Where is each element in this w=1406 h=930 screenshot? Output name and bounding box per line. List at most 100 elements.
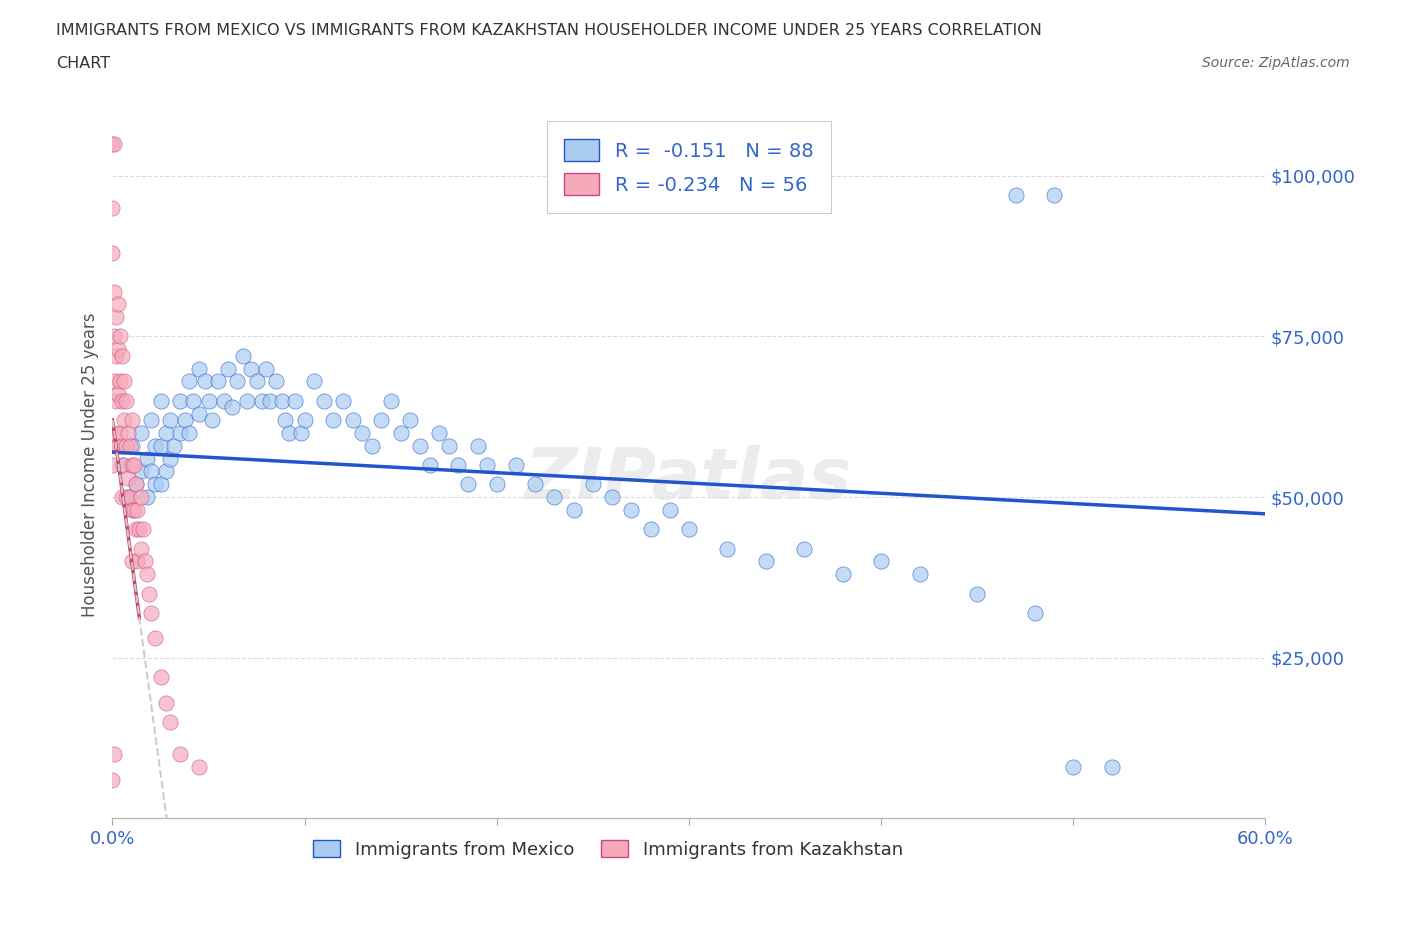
Point (115, 490, 138, 505)
Point (467, 438, 489, 453)
Point (304, 374, 326, 389)
Point (143, 477, 166, 492)
Point (115, 438, 138, 453)
Point (118, 438, 141, 453)
Point (103, 284, 125, 299)
Point (409, 438, 432, 453)
Point (755, 554, 778, 569)
Point (107, 297, 129, 312)
Point (121, 438, 143, 453)
Point (477, 458, 499, 472)
Point (427, 425, 450, 440)
Point (640, 522, 662, 537)
Point (254, 361, 277, 376)
Point (505, 458, 527, 472)
Point (111, 349, 134, 364)
Point (485, 477, 508, 492)
Point (342, 413, 364, 428)
Point (524, 477, 547, 492)
Point (112, 413, 135, 428)
Point (252, 393, 274, 408)
Point (105, 349, 128, 364)
Point (169, 425, 191, 440)
Point (600, 490, 623, 505)
Point (111, 393, 134, 408)
Point (103, 329, 125, 344)
Point (380, 393, 402, 408)
Point (179, 374, 201, 389)
Point (121, 413, 143, 428)
Point (284, 393, 307, 408)
Point (121, 554, 143, 569)
Point (332, 393, 354, 408)
Point (352, 425, 374, 440)
Text: IMMIGRANTS FROM MEXICO VS IMMIGRANTS FROM KAZAKHSTAN HOUSEHOLDER INCOME UNDER 25: IMMIGRANTS FROM MEXICO VS IMMIGRANTS FRO… (56, 23, 1042, 38)
Point (143, 438, 166, 453)
Point (312, 393, 335, 408)
Point (103, 374, 125, 389)
Point (361, 438, 384, 453)
Point (149, 438, 172, 453)
Point (111, 458, 134, 472)
Point (221, 400, 243, 415)
Point (207, 374, 229, 389)
Point (270, 393, 292, 408)
Point (278, 425, 301, 440)
Text: ZIPatlas: ZIPatlas (526, 445, 852, 513)
Point (179, 425, 201, 440)
Point (149, 393, 172, 408)
Point (112, 458, 135, 472)
Point (620, 502, 643, 517)
Point (132, 522, 155, 537)
Point (121, 502, 143, 517)
Point (103, 425, 125, 440)
Point (870, 554, 893, 569)
Point (678, 522, 700, 537)
Y-axis label: Householder Income Under 25 years: Householder Income Under 25 years (80, 312, 98, 618)
Point (236, 393, 259, 408)
Point (105, 310, 128, 325)
Point (232, 349, 254, 364)
Point (112, 374, 135, 389)
Point (274, 413, 297, 428)
Point (107, 342, 129, 357)
Point (139, 413, 162, 428)
Point (124, 477, 146, 492)
Point (117, 490, 139, 505)
Point (155, 425, 177, 440)
Point (457, 477, 479, 492)
Point (111, 490, 134, 505)
Point (169, 747, 191, 762)
Point (169, 393, 191, 408)
Point (134, 554, 156, 569)
Point (246, 374, 269, 389)
Point (264, 374, 287, 389)
Point (101, 246, 124, 260)
Point (159, 413, 181, 428)
Legend: Immigrants from Mexico, Immigrants from Kazakhstan: Immigrants from Mexico, Immigrants from … (307, 833, 910, 866)
Point (138, 586, 160, 601)
Point (101, 458, 124, 472)
Point (155, 464, 177, 479)
Point (399, 413, 422, 428)
Point (543, 490, 565, 505)
Point (139, 464, 162, 479)
Point (128, 522, 150, 537)
Point (136, 451, 159, 466)
Point (108, 425, 131, 440)
Point (105, 393, 128, 408)
Point (1024, 605, 1046, 620)
Point (188, 406, 211, 421)
Point (103, 747, 125, 762)
Point (124, 522, 146, 537)
Point (115, 393, 138, 408)
Point (716, 541, 738, 556)
Point (582, 477, 605, 492)
Point (111, 438, 134, 453)
Point (101, 201, 124, 216)
Point (188, 760, 211, 775)
Point (129, 425, 153, 440)
Point (101, 137, 124, 152)
Point (562, 502, 585, 517)
Point (108, 374, 131, 389)
